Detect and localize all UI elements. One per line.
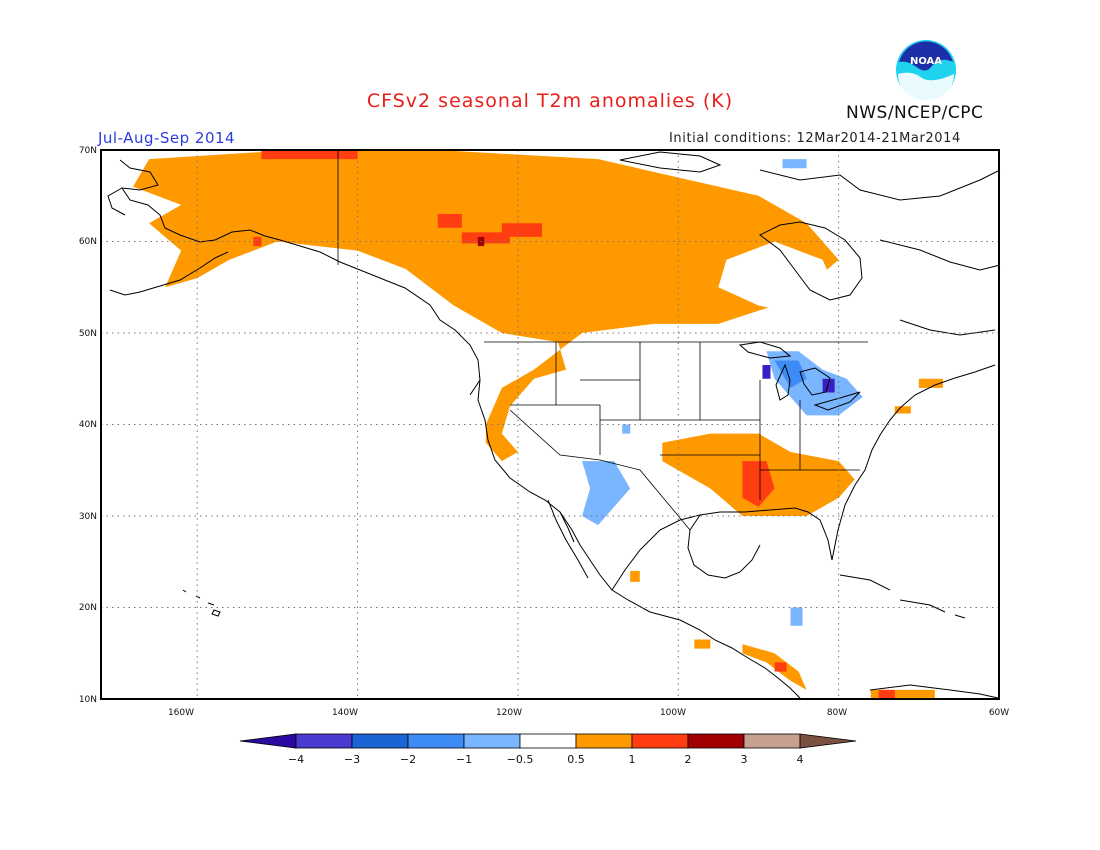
legend-label: −0.5: [507, 753, 534, 766]
legend-label: −2: [400, 753, 416, 766]
map-frame: [100, 149, 1000, 700]
lat-label: 20N: [79, 603, 97, 613]
warm-anomaly-region: [133, 150, 839, 462]
lat-label: 40N: [79, 420, 97, 430]
legend-labels: −4 −3 −2 −1 −0.5 0.5 1 2 3 4: [288, 753, 804, 766]
lat-label: 50N: [79, 329, 97, 339]
warm-anomaly-cell: [918, 378, 943, 388]
cool-anomaly-cell: [782, 159, 807, 169]
legend-swatch: [575, 733, 633, 749]
legend-swatch: [743, 733, 801, 749]
initial-conditions-label: Initial conditions: 12Mar2014-21Mar2014: [669, 131, 961, 146]
graticule: [101, 150, 999, 699]
legend-label: −1: [456, 753, 472, 766]
lon-label: 60W: [989, 708, 1009, 718]
warm-anomaly-core: [461, 232, 510, 244]
cool-anomaly-core: [774, 360, 807, 388]
warm-anomaly-core: [742, 461, 775, 507]
neutral-region: [758, 177, 903, 315]
legend-swatch: [687, 733, 745, 749]
warm-anomaly-core: [261, 150, 358, 160]
legend-swatch: [463, 733, 521, 749]
legend-label: 4: [797, 753, 804, 766]
legend-swatch: [295, 733, 353, 749]
legend-arrow-low: [239, 733, 297, 749]
coastlines: [107, 151, 1001, 699]
legend-label: 0.5: [567, 753, 585, 766]
legend-swatch: [351, 733, 409, 749]
legend-label: 2: [685, 753, 692, 766]
organization-label: NWS/NCEP/CPC: [846, 103, 984, 123]
lon-label: 100W: [660, 708, 686, 718]
political-borders: [337, 150, 868, 531]
noaa-logo: NOAA: [896, 40, 956, 102]
warm-anomaly-core: [437, 214, 462, 228]
legend-arrow-high: [799, 733, 857, 749]
neutral-region: [718, 241, 839, 315]
very-cool-anomaly-core: [762, 365, 771, 379]
legend-swatch: [407, 733, 465, 749]
lon-label: 120W: [496, 708, 522, 718]
warm-anomaly-core: [501, 223, 542, 237]
warm-anomaly-cell: [630, 570, 640, 582]
chart-title: CFSv2 seasonal T2m anomalies (K): [366, 90, 734, 112]
lon-label: 80W: [827, 708, 847, 718]
legend-label: 1: [629, 753, 636, 766]
lat-label: 10N: [79, 695, 97, 705]
cool-anomaly-cell: [790, 607, 803, 626]
warm-anomaly-cell: [894, 406, 911, 414]
cool-anomaly-cell: [622, 424, 631, 434]
lon-label: 140W: [332, 708, 358, 718]
legend-bar: [239, 733, 857, 749]
legend-label: 3: [741, 753, 748, 766]
noaa-logo-text: NOAA: [910, 56, 942, 67]
axis-labels: 70N 60N 50N 40N 30N 20N 10N 160W 140W 12…: [79, 146, 1009, 718]
legend-swatch: [631, 733, 689, 749]
season-label: Jul-Aug-Sep 2014: [98, 129, 236, 147]
lat-label: 30N: [79, 512, 97, 522]
lon-label: 160W: [168, 708, 194, 718]
warm-anomaly-core: [878, 689, 895, 699]
warm-anomaly-core: [253, 236, 262, 247]
legend-swatch: [519, 733, 577, 749]
very-cool-anomaly-core: [822, 378, 835, 393]
anomaly-cells: [133, 150, 943, 699]
warm-anomaly-core: [774, 662, 787, 672]
lat-label: 70N: [79, 146, 97, 156]
legend-label: −4: [288, 753, 304, 766]
warm-anomaly-cell: [694, 639, 711, 649]
lat-label: 60N: [79, 237, 97, 247]
cool-anomaly-region: [582, 461, 631, 526]
legend-label: −3: [344, 753, 360, 766]
